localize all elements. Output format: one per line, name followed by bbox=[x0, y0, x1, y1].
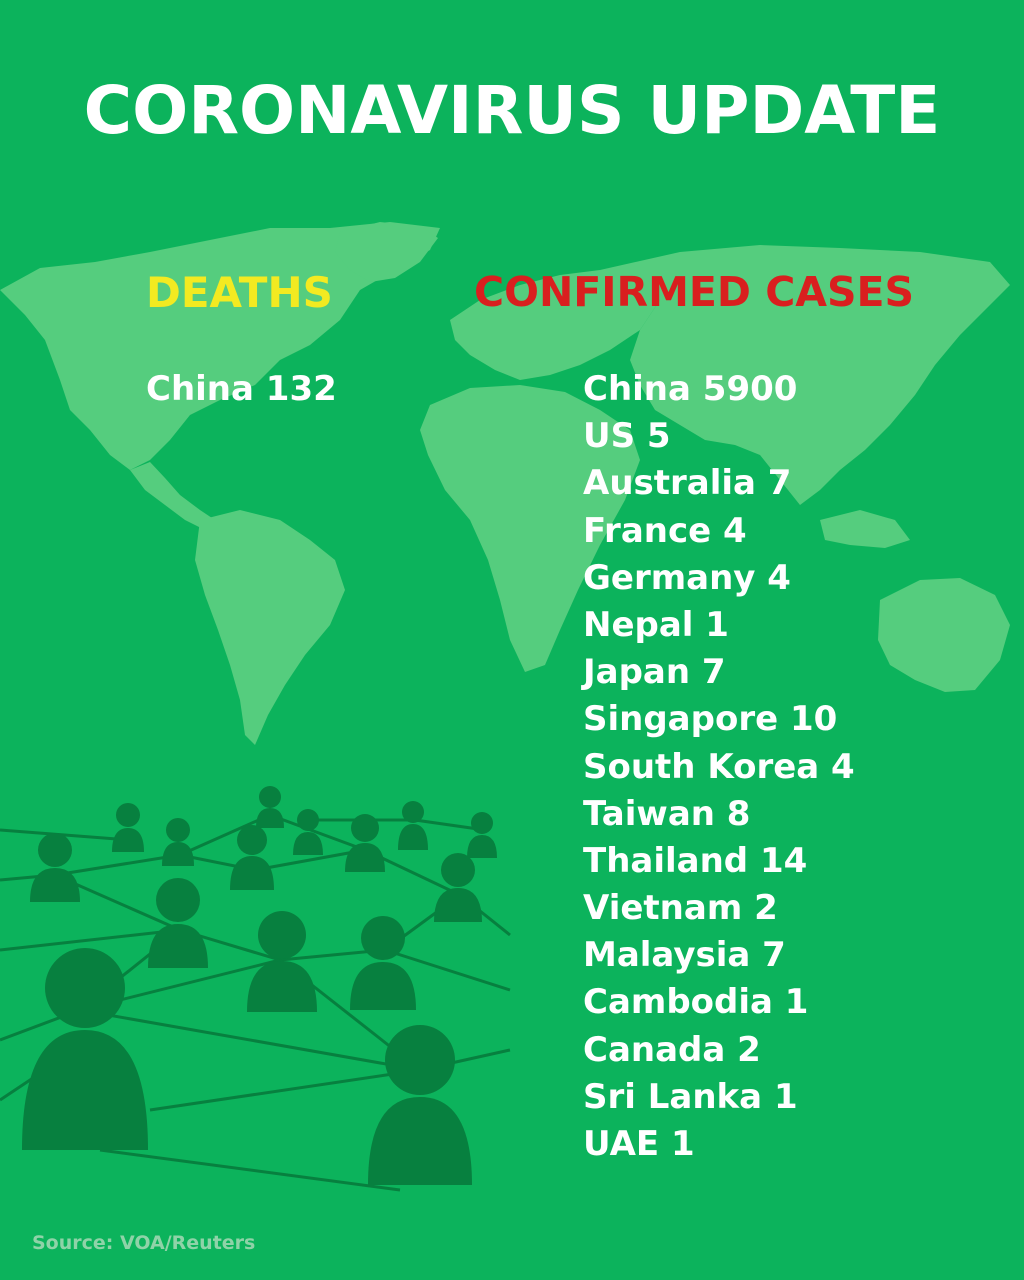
list-item: Thailand 14 bbox=[583, 840, 808, 881]
confirmed-cases-heading: CONFIRMED CASES bbox=[474, 268, 915, 316]
europe-shape bbox=[450, 270, 660, 380]
list-item: UAE 1 bbox=[583, 1124, 695, 1164]
list-item: Germany 4 bbox=[583, 557, 791, 598]
list-item: China 132 bbox=[146, 369, 337, 409]
list-item: Japan 7 bbox=[583, 652, 726, 693]
deaths-heading: DEATHS bbox=[146, 268, 333, 317]
list-item: Vietnam 2 bbox=[583, 888, 778, 929]
list-item: China 5900 bbox=[583, 369, 798, 409]
source-credit: Source: VOA/Reuters bbox=[32, 1232, 256, 1254]
list-item: Taiwan 8 bbox=[583, 793, 751, 834]
list-item: Nepal 1 bbox=[583, 604, 729, 645]
list-item: Cambodia 1 bbox=[583, 982, 809, 1023]
list-item: Australia 7 bbox=[583, 463, 792, 504]
south-america-shape bbox=[195, 510, 345, 745]
deaths-list: China 132 bbox=[146, 366, 337, 413]
list-item: Malaysia 7 bbox=[583, 935, 786, 976]
southeast-asia-shape bbox=[820, 510, 910, 548]
africa-shape bbox=[420, 385, 640, 672]
list-item: France 4 bbox=[583, 510, 747, 551]
list-item: South Korea 4 bbox=[583, 746, 855, 787]
greenland-shape bbox=[335, 222, 438, 282]
asia-shape bbox=[600, 245, 1010, 505]
list-item: Canada 2 bbox=[583, 1029, 761, 1070]
page-title: CORONAVIRUS UPDATE bbox=[83, 72, 941, 149]
list-item: Singapore 10 bbox=[583, 699, 838, 740]
list-item: Sri Lanka 1 bbox=[583, 1076, 798, 1117]
list-item: US 5 bbox=[583, 416, 671, 457]
central-america-shape bbox=[130, 462, 215, 530]
confirmed-cases-list: China 5900 US 5 Australia 7 France 4 Ger… bbox=[583, 366, 855, 1168]
north-america-shape bbox=[0, 222, 440, 470]
australia-shape bbox=[878, 578, 1010, 692]
